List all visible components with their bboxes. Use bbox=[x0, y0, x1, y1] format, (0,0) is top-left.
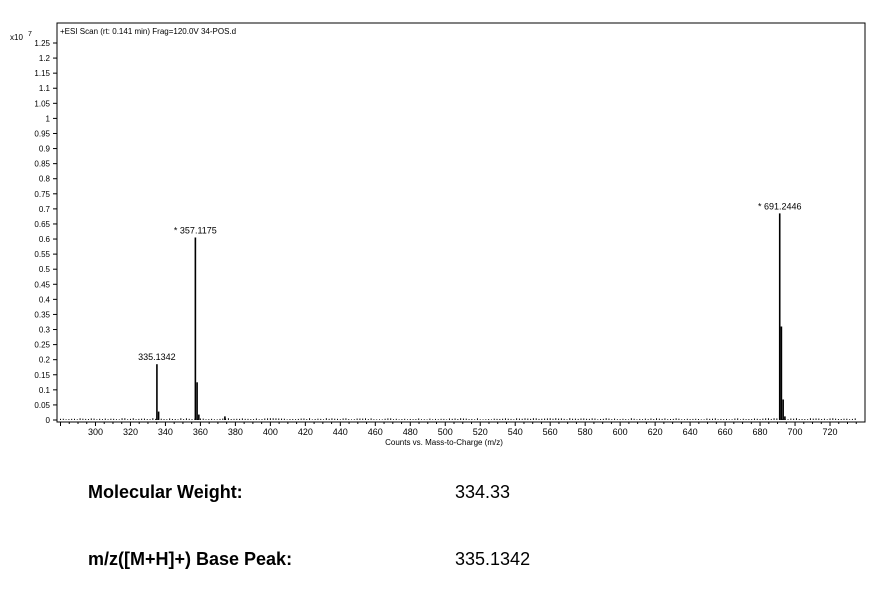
mass-spectrum-chart: +ESI Scan (rt: 0.141 min) Frag=120.0V 34… bbox=[10, 22, 866, 447]
y-tick-label: 0.15 bbox=[34, 371, 50, 380]
y-tick-label: 0 bbox=[46, 416, 51, 425]
baseline-noise bbox=[59, 418, 856, 420]
y-tick-label: 0.4 bbox=[39, 295, 51, 304]
x-tick-label: 400 bbox=[263, 427, 278, 437]
y-tick-label: 0.6 bbox=[39, 235, 51, 244]
y-tick-label: 1 bbox=[46, 114, 51, 123]
x-tick-label: 720 bbox=[823, 427, 838, 437]
x-tick-label: 320 bbox=[123, 427, 138, 437]
y-tick-label: 1.25 bbox=[34, 39, 50, 48]
x-tick-label: 700 bbox=[788, 427, 803, 437]
y-tick-label: 1.05 bbox=[34, 99, 50, 108]
x-axis-label: Counts vs. Mass-to-Charge (m/z) bbox=[385, 438, 503, 447]
y-tick-label: 1.2 bbox=[39, 54, 51, 63]
y-tick-label: 1.1 bbox=[39, 84, 51, 93]
y-tick-label: 0.9 bbox=[39, 145, 51, 154]
x-tick-label: 360 bbox=[193, 427, 208, 437]
x-tick-label: 660 bbox=[718, 427, 733, 437]
y-tick-label: 0.25 bbox=[34, 341, 50, 350]
x-tick-label: 380 bbox=[228, 427, 243, 437]
y-tick-label: 0.2 bbox=[39, 356, 51, 365]
x-tick-label: 420 bbox=[298, 427, 313, 437]
x-tick-label: 580 bbox=[578, 427, 593, 437]
y-multiplier-label: x10 bbox=[10, 33, 23, 42]
chart-title: +ESI Scan (rt: 0.141 min) Frag=120.0V 34… bbox=[60, 27, 236, 36]
molecular-weight-value: 334.33 bbox=[455, 482, 511, 502]
spectrum-peaks bbox=[156, 213, 786, 420]
base-peak-value: 335.1342 bbox=[455, 549, 531, 569]
y-axis-ticks: 0 0.05 0.1 0.15 0.2 0.25 0.3 0.35 0.4 0.45 0.5 0.55… bbox=[34, 39, 57, 425]
x-axis-ticks: 300 320 340 360 380 400 420 440 460 480 500 520 540 5… bbox=[59, 422, 857, 437]
x-tick-label: 340 bbox=[158, 427, 173, 437]
x-tick-label: 480 bbox=[403, 427, 418, 437]
base-peak-label: m/z([M+H]+) Base Peak: bbox=[88, 549, 293, 569]
y-tick-label: 0.05 bbox=[34, 401, 50, 410]
y-tick-label: 0.1 bbox=[39, 386, 51, 395]
y-tick-label: 0.55 bbox=[34, 250, 50, 259]
x-tick-label: 440 bbox=[333, 427, 348, 437]
y-tick-label: 0.8 bbox=[39, 175, 51, 184]
y-multiplier-exponent: 7 bbox=[28, 31, 32, 38]
x-tick-label: 640 bbox=[683, 427, 698, 437]
y-tick-label: 0.3 bbox=[39, 326, 51, 335]
x-tick-label: 560 bbox=[543, 427, 558, 437]
plot-frame bbox=[56, 22, 866, 423]
x-tick-label: 520 bbox=[473, 427, 488, 437]
y-tick-label: 0.7 bbox=[39, 205, 51, 214]
x-tick-label: 620 bbox=[648, 427, 663, 437]
x-tick-label: 680 bbox=[753, 427, 768, 437]
y-tick-label: 0.35 bbox=[34, 310, 50, 319]
y-tick-label: 0.65 bbox=[34, 220, 50, 229]
y-tick-label: 1.15 bbox=[34, 69, 50, 78]
peak-label: * 357.1175 bbox=[174, 226, 217, 236]
peak-label: 335.1342 bbox=[138, 352, 176, 362]
y-tick-label: 0.45 bbox=[34, 280, 50, 289]
y-tick-label: 0.5 bbox=[39, 265, 51, 274]
x-tick-label: 300 bbox=[88, 427, 103, 437]
peak-annotations: 335.1342 * 357.1175 * 691.2446 bbox=[138, 201, 801, 362]
peak-label: * 691.2446 bbox=[758, 201, 802, 211]
y-tick-label: 0.75 bbox=[34, 190, 50, 199]
x-tick-label: 600 bbox=[613, 427, 628, 437]
x-tick-label: 500 bbox=[438, 427, 453, 437]
molecular-weight-label: Molecular Weight: bbox=[88, 482, 243, 502]
y-tick-label: 0.95 bbox=[34, 129, 50, 138]
x-tick-label: 540 bbox=[508, 427, 523, 437]
x-tick-label: 460 bbox=[368, 427, 383, 437]
y-tick-label: 0.85 bbox=[34, 160, 50, 169]
